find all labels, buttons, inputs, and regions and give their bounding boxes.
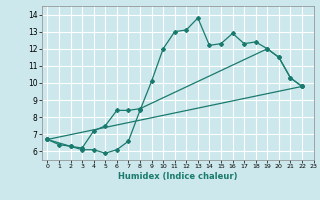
X-axis label: Humidex (Indice chaleur): Humidex (Indice chaleur)	[118, 172, 237, 181]
